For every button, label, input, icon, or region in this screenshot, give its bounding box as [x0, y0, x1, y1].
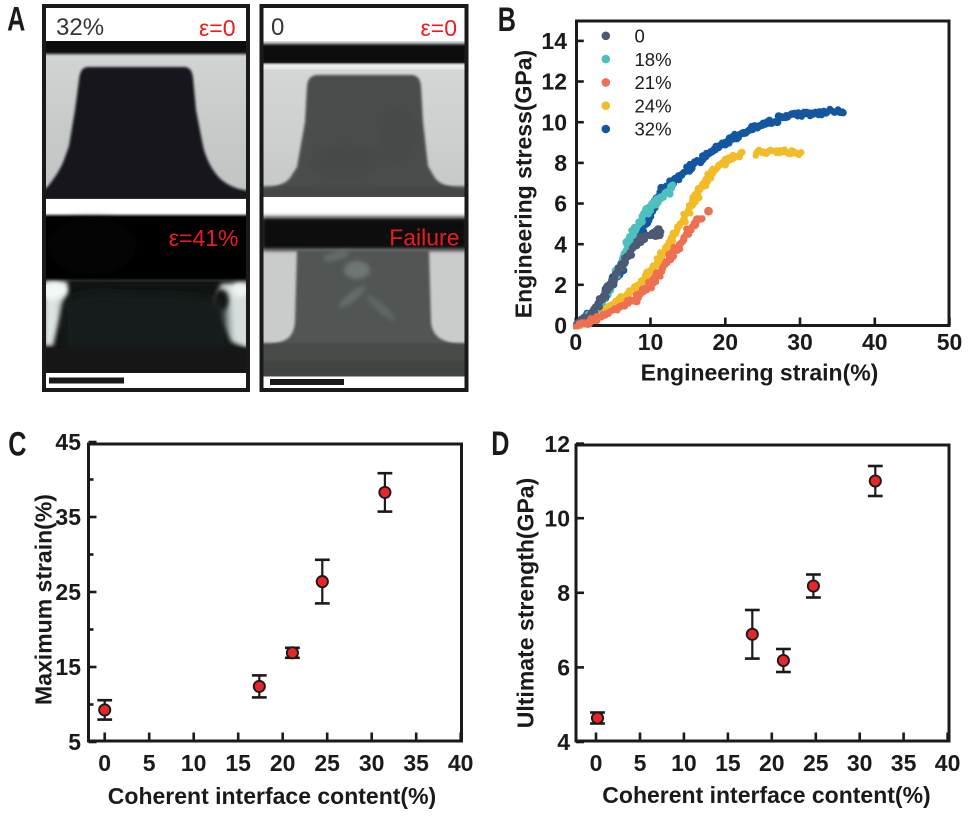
svg-text:6: 6 [557, 655, 570, 681]
svg-text:10: 10 [181, 750, 207, 776]
svg-text:0: 0 [271, 14, 284, 41]
svg-text:0: 0 [569, 329, 582, 355]
svg-text:5: 5 [634, 750, 647, 776]
svg-text:21%: 21% [635, 72, 672, 93]
svg-text:20: 20 [270, 750, 296, 776]
svg-text:4: 4 [554, 231, 567, 257]
svg-text:18%: 18% [635, 49, 672, 70]
svg-text:45: 45 [55, 429, 81, 455]
svg-text:A: A [7, 1, 25, 39]
svg-text:0: 0 [635, 26, 645, 47]
svg-text:15: 15 [55, 654, 81, 680]
svg-text:25: 25 [55, 579, 81, 605]
svg-text:10: 10 [541, 109, 567, 135]
svg-text:Coherent interface content(%): Coherent interface content(%) [108, 783, 436, 809]
svg-text:30: 30 [359, 750, 385, 776]
svg-text:Ultimate strength(GPa): Ultimate strength(GPa) [513, 478, 539, 728]
svg-text:20: 20 [759, 750, 785, 776]
svg-text:40: 40 [935, 750, 961, 776]
svg-text:0: 0 [554, 313, 567, 339]
svg-text:0: 0 [590, 750, 603, 776]
svg-text:50: 50 [937, 329, 963, 355]
svg-text:5: 5 [143, 750, 156, 776]
svg-text:ε=0: ε=0 [199, 15, 235, 41]
svg-text:24%: 24% [635, 95, 672, 116]
svg-text:40: 40 [448, 750, 474, 776]
svg-text:12: 12 [544, 431, 570, 457]
svg-text:8: 8 [557, 580, 570, 606]
svg-text:30: 30 [787, 329, 813, 355]
svg-text:C: C [8, 426, 26, 464]
svg-text:35: 35 [403, 750, 429, 776]
svg-text:25: 25 [314, 750, 340, 776]
svg-text:ε=41%: ε=41% [169, 225, 239, 251]
svg-text:40: 40 [862, 329, 888, 355]
svg-text:Engineering stress(GPa): Engineering stress(GPa) [511, 50, 537, 318]
svg-text:2: 2 [554, 272, 567, 298]
svg-text:6: 6 [554, 191, 567, 217]
svg-text:15: 15 [225, 750, 251, 776]
svg-text:14: 14 [541, 28, 567, 54]
svg-text:20: 20 [713, 329, 739, 355]
svg-text:Maximum strain(%): Maximum strain(%) [31, 494, 57, 705]
svg-text:25: 25 [803, 750, 829, 776]
svg-text:35: 35 [55, 504, 81, 530]
svg-text:32%: 32% [635, 119, 672, 140]
svg-text:D: D [491, 425, 509, 463]
svg-text:ε=0: ε=0 [421, 15, 457, 41]
svg-text:15: 15 [715, 750, 741, 776]
svg-text:4: 4 [557, 729, 570, 755]
svg-text:32%: 32% [56, 14, 104, 41]
svg-text:0: 0 [98, 750, 111, 776]
svg-text:10: 10 [671, 750, 697, 776]
svg-text:B: B [498, 1, 516, 39]
svg-text:30: 30 [847, 750, 873, 776]
svg-text:8: 8 [554, 150, 567, 176]
svg-text:10: 10 [638, 329, 664, 355]
svg-text:12: 12 [541, 69, 567, 95]
svg-text:Engineering strain(%): Engineering strain(%) [641, 360, 879, 386]
svg-text:Coherent interface content(%): Coherent interface content(%) [602, 782, 930, 808]
svg-text:10: 10 [544, 505, 570, 531]
svg-text:Failure: Failure [389, 225, 459, 251]
svg-text:35: 35 [891, 750, 917, 776]
svg-text:5: 5 [68, 729, 81, 755]
